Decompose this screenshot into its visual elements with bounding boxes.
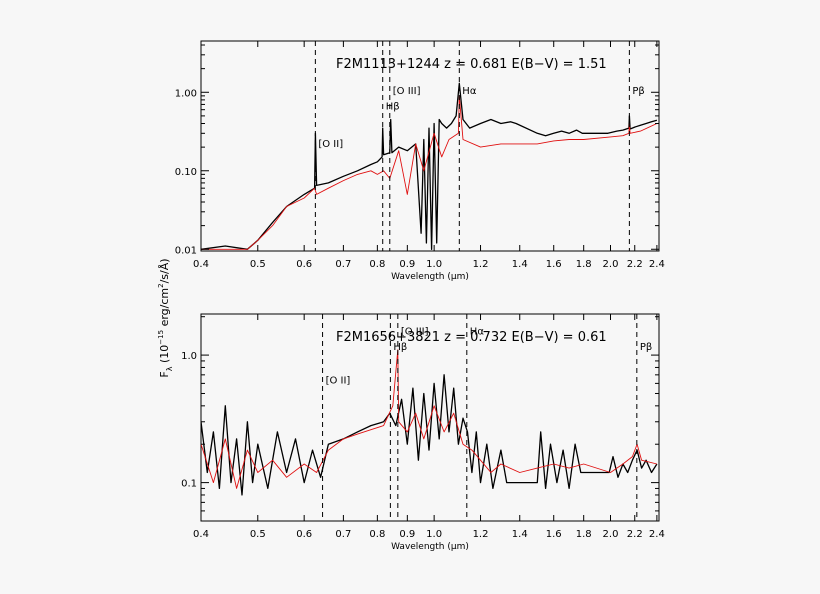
x-axis-label: Wavelength (μm) [391, 272, 469, 282]
plot-frame [200, 40, 660, 252]
x-tick-label: 0.6 [296, 259, 312, 270]
x-tick-label: 0.9 [399, 529, 415, 540]
x-tick-label: 0.4 [193, 259, 209, 270]
template-spectrum-line [201, 349, 658, 489]
x-tick-label: 1.4 [512, 529, 528, 540]
y-tick-label: 0.1 [181, 479, 197, 490]
x-tick-label: 0.5 [250, 259, 266, 270]
emission-line-label: [O III] [393, 86, 421, 97]
emission-line-label: Hα [462, 86, 477, 97]
emission-line-label: Hβ [393, 342, 407, 353]
bottom-spectrum-panel: 0.4 0.5 0.6 0.7 0.8 0.9 1.0 1.2 1.4 1.6 1.8 2.0 2.2 2… [181, 313, 665, 552]
x-tick-label: 2.2 [627, 259, 643, 270]
y-axis-label: Fλ (10−15 erg/cm2/s/Å) [157, 258, 174, 377]
emission-line-label: Pβ [632, 86, 644, 97]
emission-line-label: Hβ [386, 102, 400, 113]
x-tick-label: 0.4 [193, 529, 209, 540]
y-tick-label: 1.0 [181, 351, 197, 362]
y-tick-label: 0.10 [175, 167, 197, 178]
x-tick-label: 2.4 [649, 529, 665, 540]
x-tick-label: 1.4 [512, 259, 528, 270]
x-tick-label: 0.5 [250, 529, 266, 540]
panel-title: F2M1113+1244 z = 0.681 E(B−V) = 1.51 [336, 57, 607, 72]
template-spectrum-line [201, 95, 658, 250]
plot-frame [200, 313, 660, 522]
y-tick-label: 0.01 [175, 245, 197, 256]
emission-line-label: Pβ [640, 342, 652, 353]
x-tick-label: 0.8 [369, 529, 385, 540]
x-tick-label: 0.7 [335, 529, 351, 540]
observed-spectrum-line [201, 82, 658, 250]
emission-line-label: [O II] [318, 139, 343, 150]
x-tick-label: 2.4 [649, 259, 665, 270]
x-tick-label: 1.0 [426, 529, 442, 540]
top-spectrum-panel: 0.4 0.5 0.6 0.7 0.8 0.9 1.0 1.2 1.4 1.6 1.8 2.0 2.2 2… [175, 40, 665, 282]
x-tick-label: 2.0 [603, 259, 619, 270]
y-tick-label: 1.00 [175, 88, 197, 99]
x-tick-label: 0.6 [296, 529, 312, 540]
x-tick-label: 1.8 [576, 529, 592, 540]
x-axis-label: Wavelength (μm) [391, 542, 469, 552]
x-tick-label: 1.2 [473, 529, 489, 540]
panel-title: F2M1656+3821 z = 0.732 E(B−V) = 0.61 [336, 330, 607, 345]
x-tick-label: 0.7 [335, 259, 351, 270]
x-tick-label: 2.0 [603, 529, 619, 540]
emission-line-label: [O II] [326, 375, 351, 386]
x-tick-label: 1.6 [546, 259, 562, 270]
emission-line-label: Hα [470, 327, 485, 338]
x-tick-label: 1.6 [546, 529, 562, 540]
observed-spectrum-line [201, 374, 658, 496]
x-tick-label: 1.0 [426, 259, 442, 270]
x-tick-label: 1.2 [473, 259, 489, 270]
x-tick-label: 0.8 [369, 259, 385, 270]
x-tick-label: 1.8 [576, 259, 592, 270]
x-tick-label: 0.9 [399, 259, 415, 270]
x-tick-label: 2.2 [627, 529, 643, 540]
emission-line-label: [O III] [401, 327, 429, 338]
